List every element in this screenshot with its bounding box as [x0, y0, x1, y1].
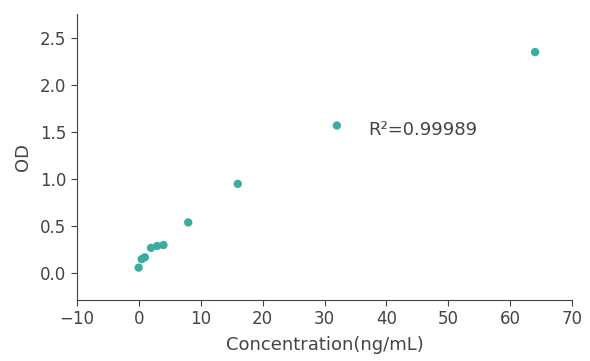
Point — [159, 242, 168, 248]
Point — [183, 219, 193, 225]
Text: R²=0.99989: R²=0.99989 — [368, 121, 477, 139]
Point — [332, 123, 342, 129]
Point — [137, 256, 146, 262]
Point — [152, 243, 162, 249]
Point — [140, 255, 150, 260]
Point — [530, 49, 540, 55]
X-axis label: Concentration(ng/mL): Concentration(ng/mL) — [225, 336, 424, 355]
Y-axis label: OD: OD — [14, 143, 32, 171]
Point — [134, 265, 143, 270]
Point — [233, 181, 242, 187]
Point — [146, 245, 156, 251]
